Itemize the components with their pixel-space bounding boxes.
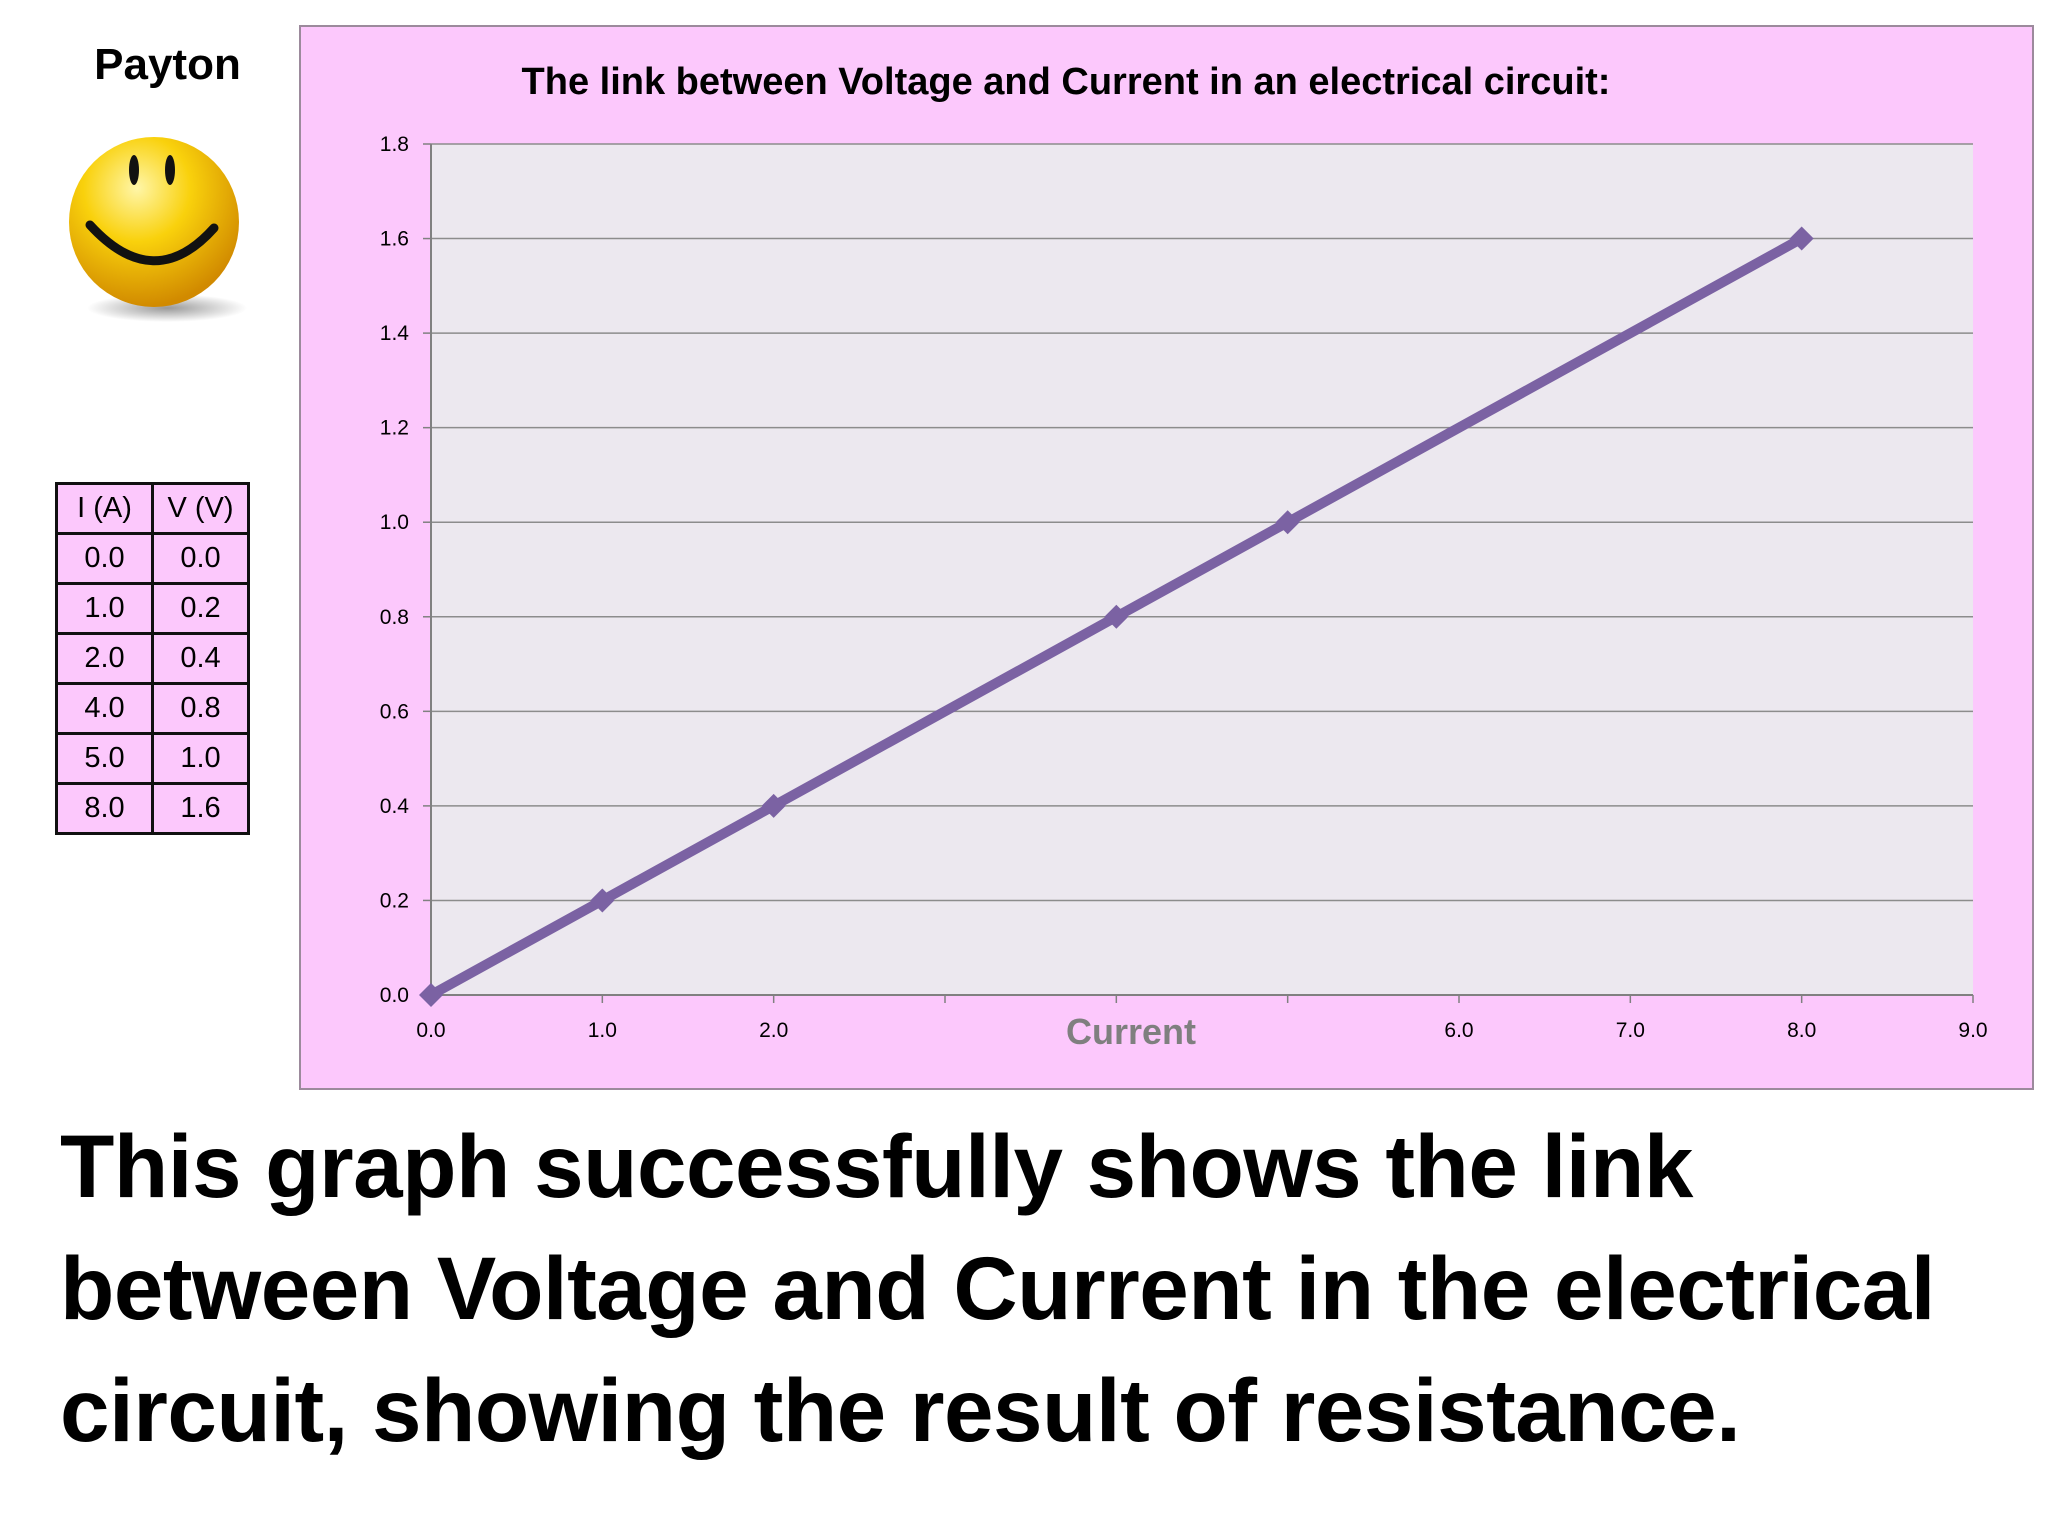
table-cell-current: 5.0 (55, 732, 154, 785)
table-row: 5.0 1.0 (55, 732, 250, 785)
y-tick-label: 1.6 (380, 228, 409, 251)
data-point (761, 793, 786, 818)
smiley-face-icon (69, 137, 247, 322)
conclusion-text: This graph successfully shows the link b… (60, 1116, 1935, 1460)
table-cell-voltage: 0.2 (151, 582, 250, 635)
x-tick-label: 9.0 (1958, 1019, 1987, 1042)
x-tick-label: 1.0 (588, 1019, 617, 1042)
table-cell-voltage: 0.4 (151, 632, 250, 685)
x-tick-label: 2.0 (759, 1019, 788, 1042)
x-tick-label: 8.0 (1787, 1019, 1816, 1042)
table-header-row: I (A) V (V) (55, 482, 250, 535)
data-point (1275, 510, 1300, 535)
data-point (590, 888, 615, 913)
table-row: 1.0 0.2 (55, 582, 250, 635)
table-cell-voltage: 0.8 (151, 682, 250, 735)
series-line (426, 233, 1807, 1000)
table-cell-voltage: 0.0 (151, 532, 250, 585)
table-cell-voltage: 1.0 (151, 732, 250, 785)
x-tick-label: 7.0 (1616, 1019, 1645, 1042)
line-chart: The link between Voltage and Current in … (380, 61, 1988, 1052)
table-cell-current: 2.0 (55, 632, 154, 685)
y-tick-label: 0.0 (380, 984, 409, 1007)
y-tick-label: 0.6 (380, 700, 409, 723)
data-point (1104, 604, 1129, 629)
table-cell-current: 8.0 (55, 782, 154, 835)
chart-title: The link between Voltage and Current in … (522, 61, 1611, 103)
table-cell-current: 1.0 (55, 582, 154, 635)
chart-area: The link between Voltage and Current in … (299, 25, 2034, 1090)
data-point (1789, 226, 1814, 251)
table-header-current: I (A) (55, 482, 154, 535)
data-point (419, 983, 443, 1007)
x-tick-label: 6.0 (1444, 1019, 1473, 1042)
table-cell-current: 0.0 (55, 532, 154, 585)
data-table: I (A) V (V) 0.0 0.0 1.0 0.2 2.0 0.4 4.0 … (55, 482, 250, 835)
y-tick-label: 1.4 (380, 322, 410, 345)
table-cell-voltage: 1.6 (151, 782, 250, 835)
y-tick-label: 0.2 (380, 889, 409, 912)
table-row: 8.0 1.6 (55, 782, 250, 835)
y-tick-label: 1.0 (380, 511, 409, 534)
table-header-voltage: V (V) (151, 482, 250, 535)
author-name: Payton (94, 40, 241, 89)
x-tick-label: 0.0 (416, 1019, 445, 1042)
y-tick-label: 1.8 (380, 133, 409, 156)
y-tick-label: 1.2 (380, 417, 409, 440)
table-row: 2.0 0.4 (55, 632, 250, 685)
table-cell-current: 4.0 (55, 682, 154, 735)
y-tick-label: 0.4 (380, 795, 410, 818)
x-axis-label: Current (1066, 1011, 1196, 1052)
table-row: 4.0 0.8 (55, 682, 250, 735)
table-row: 0.0 0.0 (55, 532, 250, 585)
y-tick-label: 0.8 (380, 606, 409, 629)
